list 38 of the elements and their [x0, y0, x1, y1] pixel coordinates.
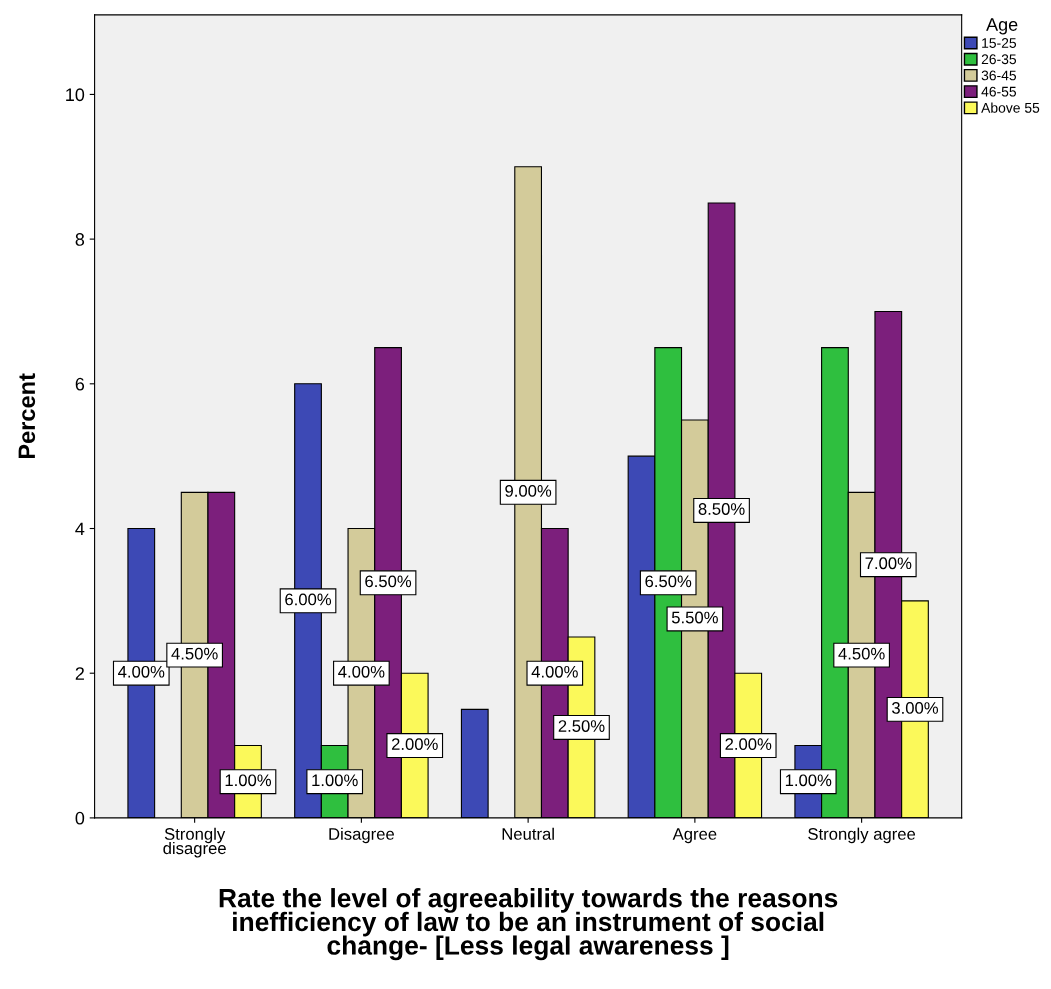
- legend-label: 46-55: [981, 86, 1017, 97]
- x-tick-label: Strongly agree: [808, 827, 916, 844]
- data-label: 7.00%: [865, 557, 912, 570]
- x-axis-title: Rate the level of agreeability towards the reasons inefficiency of law to be an instrument of social change- [Less legal awareness ]: [219, 888, 838, 961]
- data-label: 6.50%: [645, 575, 692, 588]
- y-tick-label: 4: [75, 522, 85, 536]
- data-label: 6.50%: [365, 575, 412, 588]
- legend-label: 15-25: [982, 38, 1017, 48]
- legend-label: 26-35: [981, 54, 1017, 65]
- x-tick-label: Agree: [672, 828, 717, 844]
- data-label: 4.00%: [118, 665, 165, 678]
- data-label: 4.00%: [531, 665, 578, 678]
- y-tick-label: 6: [75, 377, 85, 391]
- data-label: 5.50%: [671, 611, 718, 624]
- legend-label: Above 55: [981, 102, 1040, 113]
- data-label: 6.00%: [285, 593, 332, 606]
- data-label: 1.00%: [312, 774, 358, 787]
- data-label: 1.00%: [785, 774, 832, 787]
- y-axis-title: Percent: [18, 373, 36, 459]
- y-tick-label: 10: [66, 88, 85, 102]
- data-label: 3.00%: [891, 702, 939, 714]
- data-label: 4.50%: [838, 647, 885, 660]
- y-tick-label: 0: [75, 811, 85, 825]
- data-label: 8.50%: [698, 503, 745, 515]
- data-label: 4.50%: [171, 647, 218, 660]
- y-tick-label: 8: [75, 233, 85, 246]
- x-tick-label: Strongly disagree: [163, 827, 226, 858]
- data-label: 2.50%: [558, 720, 605, 732]
- legend-title: Age: [986, 18, 1018, 35]
- data-label: 9.00%: [505, 485, 552, 497]
- data-label: 2.00%: [391, 738, 438, 751]
- x-tick-label: Neutral: [502, 827, 554, 840]
- x-tick-label: Disagree: [329, 827, 394, 844]
- data-label: 4.00%: [338, 665, 385, 678]
- data-label: 1.00%: [225, 774, 272, 787]
- data-label: 2.00%: [725, 738, 772, 751]
- legend-label: 36-45: [981, 70, 1017, 81]
- y-tick-label: 2: [75, 667, 84, 680]
